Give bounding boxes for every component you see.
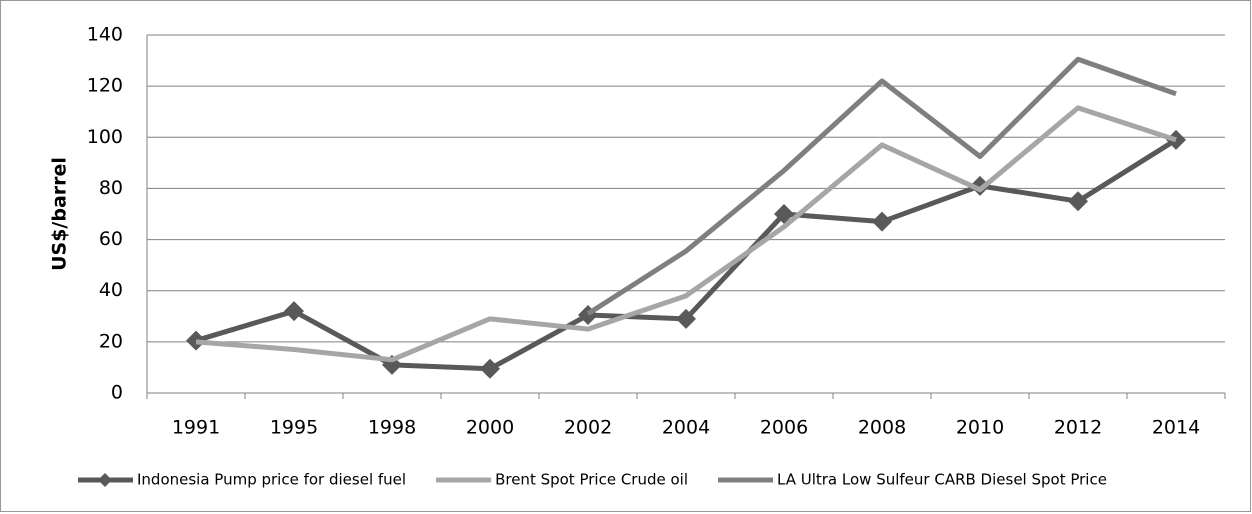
y-tick-label: 20 [99,330,123,352]
marker [186,330,206,351]
legend-label: LA Ultra Low Sulfeur CARB Diesel Spot Pr… [777,471,1107,489]
legend-label: Indonesia Pump price for diesel fuel [137,471,406,489]
y-axis-label: US$/barrel [49,157,71,271]
y-tick-label: 120 [87,75,123,97]
x-tick-label: 2008 [858,417,906,439]
x-tick-label: 1991 [172,417,220,439]
y-tick-label: 60 [99,228,123,250]
marker [480,358,500,379]
y-tick-label: 80 [99,177,123,199]
legend-label: Brent Spot Price Crude oil [495,471,688,489]
marker [1068,191,1088,212]
series-line [195,105,1177,363]
marker [970,175,990,196]
x-tick-label: 2000 [466,417,514,439]
marker [676,308,696,329]
x-tick-label: 2014 [1152,417,1200,439]
series-line [586,56,1177,316]
y-tick-label: 100 [87,126,123,148]
x-tick-label: 2002 [564,417,612,439]
x-tick-label: 2006 [760,417,808,439]
legend-marker [98,473,112,487]
y-tick-label: 140 [87,24,123,46]
x-tick-label: 2012 [1054,417,1102,439]
x-tick-label: 2010 [956,417,1004,439]
y-tick-label: 40 [99,279,123,301]
x-tick-label: 1998 [368,417,416,439]
y-tick-label: 0 [111,382,123,404]
marker [284,301,304,322]
marker [872,211,892,232]
x-tick-label: 1995 [270,417,318,439]
x-tick-label: 2004 [662,417,710,439]
marker [774,204,794,224]
